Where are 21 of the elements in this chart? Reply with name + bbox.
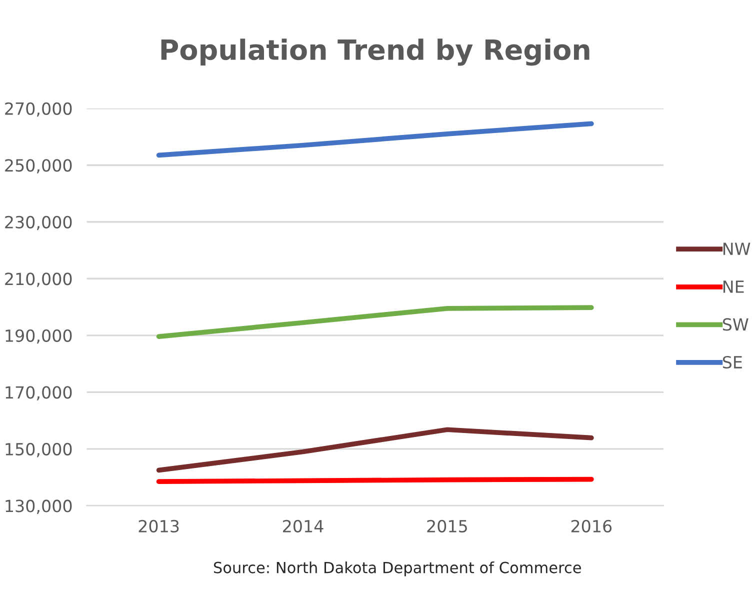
x-tick-label: 2015 bbox=[427, 520, 467, 532]
y-tick-label: 150,000 bbox=[6, 442, 72, 458]
y-tick-label: 250,000 bbox=[5, 159, 72, 174]
x-tick-label: 2016 bbox=[571, 520, 612, 532]
legend-label: NW bbox=[723, 242, 750, 255]
line-series bbox=[156, 305, 594, 339]
legend-label: NE bbox=[723, 280, 744, 293]
y-tick-label: 130,000 bbox=[6, 500, 72, 514]
legend-label: SW bbox=[722, 318, 748, 331]
source-note: Source: North Dakota Department of Commerce bbox=[214, 561, 581, 576]
chart-title: Population Trend by Region bbox=[161, 38, 590, 66]
line-series bbox=[156, 427, 594, 473]
legend-label: SE bbox=[722, 356, 742, 369]
x-tick-label: 2013 bbox=[138, 520, 179, 532]
line-series bbox=[156, 121, 594, 158]
y-tick-label: 170,000 bbox=[6, 386, 72, 400]
y-tick-label: 230,000 bbox=[5, 216, 72, 230]
y-tick-label: 190,000 bbox=[6, 329, 72, 344]
y-tick-label: 210,000 bbox=[5, 272, 72, 287]
y-tick-label: 270,000 bbox=[5, 102, 72, 117]
x-tick-label: 2014 bbox=[283, 520, 324, 532]
